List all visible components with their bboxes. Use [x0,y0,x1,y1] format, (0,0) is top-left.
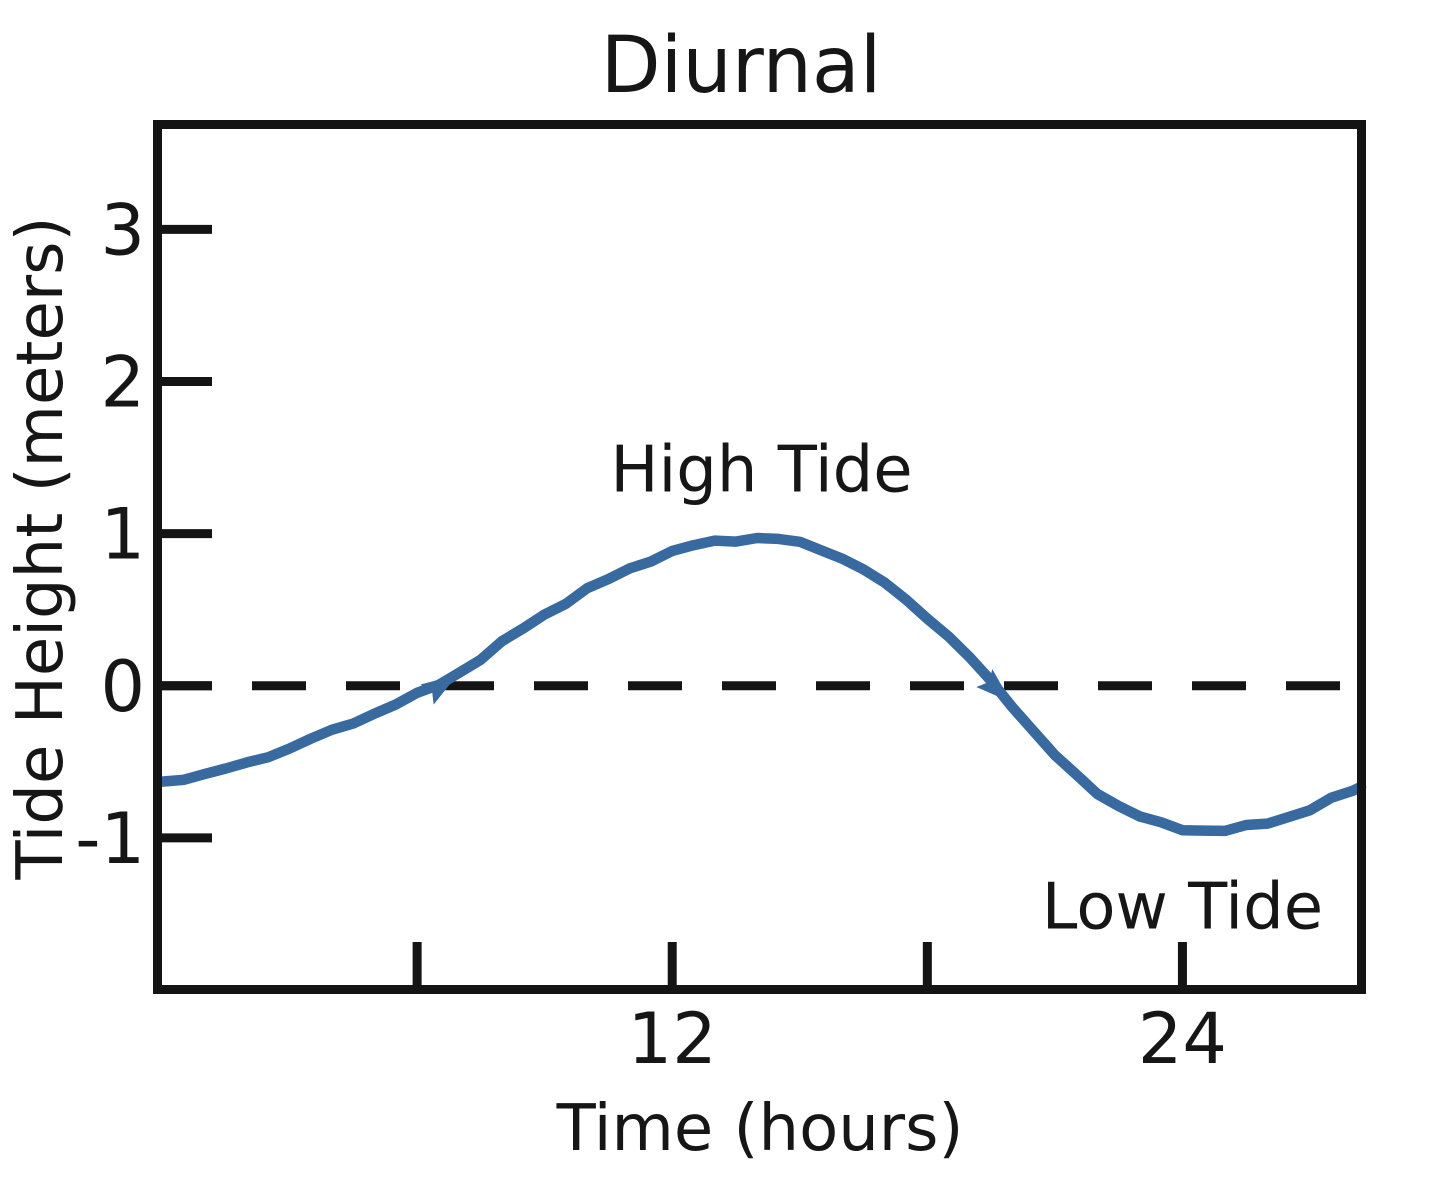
plot-border [153,120,1366,994]
curve-direction-arrow [420,674,458,705]
low-tide-label: Low Tide [1042,870,1323,944]
axis-tick-labels: 3 2 1 0 -1 12 24 [75,189,1227,1080]
high-tide-label: High Tide [610,434,912,508]
y-tick-label: 3 [100,189,145,271]
y-tick-label: 0 [100,646,145,728]
tide-curve-path [156,532,1367,837]
direction-arrows [420,669,1012,705]
y-tick-label: 1 [100,494,145,576]
tide-curve [156,532,1367,837]
chart-title: Diurnal [601,21,882,111]
y-tick-label: 2 [100,342,145,424]
y-tick-label: -1 [75,798,145,880]
x-tick-label: 12 [628,998,717,1080]
x-axis-label: Time (hours) [556,1092,964,1166]
curve-direction-arrow [976,669,1012,703]
y-axis-label: Tide Height (meters) [4,217,78,881]
axis-ticks [159,224,1187,993]
x-tick-label: 24 [1138,998,1227,1080]
